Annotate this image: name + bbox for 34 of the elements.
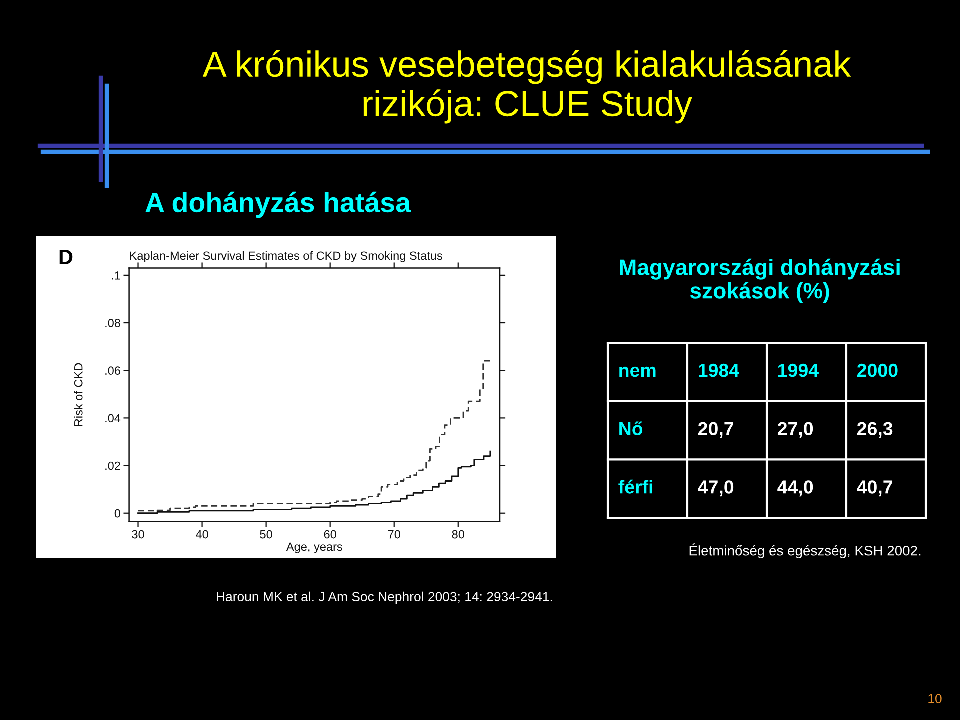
y-tick-label: .04	[106, 414, 121, 423]
text: 44,0	[778, 480, 814, 497]
category-label: 2000	[857, 364, 898, 378]
x-axis-title: Age, years	[286, 542, 342, 554]
chart-title: Kaplan-Meier Survival Estimates of CKD by Smoking Status	[130, 251, 442, 262]
x-tick-label: 30	[132, 530, 144, 539]
x-tick-label: 80	[452, 530, 464, 539]
category-label: férfi	[618, 480, 652, 494]
text: D	[60, 250, 73, 264]
text: nem	[620, 366, 656, 378]
text: 47,0	[698, 480, 734, 497]
text: 27,0	[778, 422, 814, 438]
y-tick-label: .08	[106, 319, 120, 328]
category-label: 1984	[699, 364, 740, 378]
category-label: Nő	[620, 422, 643, 436]
x-tick-label: 40	[196, 530, 208, 539]
y-tick-label: .02	[106, 462, 120, 470]
text: A dohányzás hatása	[146, 192, 412, 218]
x-tick-label: 50	[260, 530, 272, 539]
text: 26,3	[857, 422, 893, 438]
category-label: 1994	[778, 364, 819, 378]
text: 40,7	[857, 480, 893, 497]
y-tick-label: 0	[114, 509, 121, 518]
text: Magyarországi dohányzási szokások (%)	[620, 258, 900, 304]
text: 20,7	[698, 422, 734, 438]
text: A krónikus vesebetegség kialakulásának rizikója: CLUE Study	[202, 50, 852, 124]
x-tick-label: 70	[388, 530, 400, 539]
text: Életminőség és egészség, KSH 2002.	[690, 544, 921, 559]
x-tick-label: 60	[324, 530, 336, 539]
y-tick-label: .1	[112, 272, 120, 280]
y-tick-label: .06	[106, 366, 120, 376]
text: 10	[928, 694, 942, 704]
y-axis-title: Risk of CKD	[74, 363, 83, 426]
text: Haroun MK et al. J Am Soc Nephrol 2003; 14: 2934-2941.	[217, 592, 552, 604]
